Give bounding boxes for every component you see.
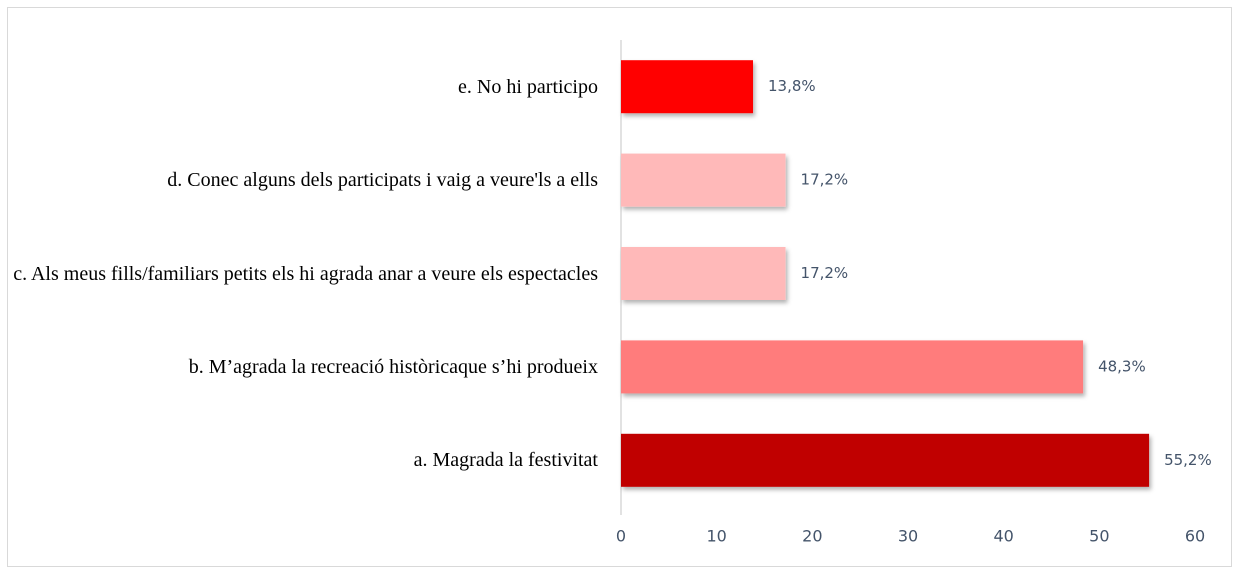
x-tick-label: 50 (1089, 527, 1109, 546)
x-tick-label: 10 (706, 527, 726, 546)
value-label: 17,2% (801, 264, 849, 282)
x-tick-label: 30 (898, 527, 918, 546)
value-label: 48,3% (1098, 357, 1146, 375)
category-label: b. M’agrada la recreació històricaque s’… (188, 355, 598, 378)
value-label: 13,8% (768, 77, 816, 95)
bar (621, 153, 786, 207)
bar (621, 247, 786, 300)
category-label: d. Conec alguns dels participats i vaig … (167, 169, 598, 192)
bar (621, 433, 1150, 487)
value-label: 17,2% (801, 171, 849, 189)
bar (621, 60, 754, 114)
category-label: e. No hi participo (458, 75, 598, 98)
x-tick-label: 0 (616, 527, 626, 546)
x-tick-label: 40 (993, 527, 1013, 546)
category-label: c. Als meus fills/familiars petits els h… (13, 262, 598, 285)
x-tick-label: 60 (1185, 527, 1205, 546)
category-label: a. Magrada la festivitat (413, 449, 598, 472)
bar (621, 340, 1084, 394)
x-tick-label: 20 (802, 527, 822, 546)
value-label: 55,2% (1164, 451, 1212, 469)
